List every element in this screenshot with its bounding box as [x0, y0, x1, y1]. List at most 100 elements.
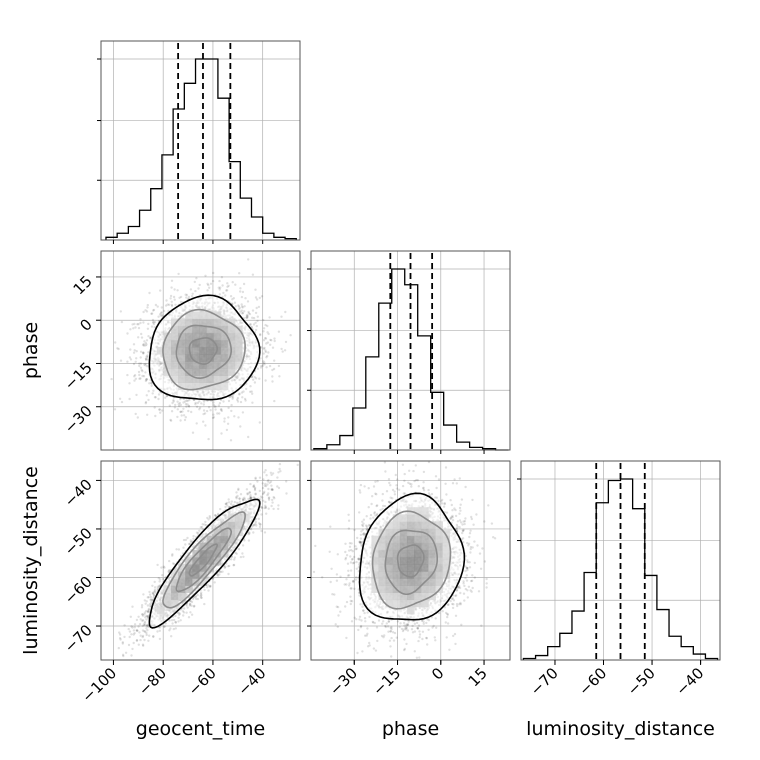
scatter-point [126, 360, 129, 363]
scatter-point [241, 544, 245, 547]
scatter-point [260, 364, 263, 368]
scatter-point [130, 625, 133, 628]
scatter-point [206, 282, 209, 285]
scatter-point [256, 319, 259, 323]
data-layer [105, 43, 719, 660]
scatter-point [147, 322, 150, 326]
scatter-point [147, 351, 150, 354]
scatter-point [174, 614, 177, 618]
scatter-point [264, 323, 267, 327]
scatter-point [158, 408, 161, 411]
scatter-point [150, 382, 153, 385]
scatter-point [133, 379, 136, 382]
scatter-point [119, 359, 123, 362]
scatter-point [144, 379, 148, 383]
scatter-point [183, 400, 187, 403]
scatter-point [193, 280, 196, 284]
scatter-point [278, 375, 281, 378]
scatter-point [213, 405, 216, 408]
scatter-point [182, 401, 185, 404]
scatter-point [179, 398, 182, 401]
scatter-point [280, 315, 283, 318]
scatter-point [251, 392, 254, 395]
scatter-point [265, 366, 268, 369]
scatter-point [263, 346, 266, 350]
scatter-point [140, 368, 143, 372]
scatter-point [133, 626, 136, 629]
scatter-point [150, 381, 153, 385]
scatter-point [150, 384, 153, 387]
scatter-point [120, 320, 124, 324]
scatter-point [140, 332, 143, 336]
scatter-point [129, 328, 132, 331]
scatter-point [201, 523, 204, 526]
scatter-point [145, 378, 148, 381]
scatter-point [188, 602, 192, 605]
scatter-point [168, 404, 171, 407]
scatter-point [144, 309, 147, 312]
scatter-point [190, 410, 193, 414]
scatter-point [150, 325, 154, 328]
scatter-point [238, 392, 241, 395]
scatter-point [164, 304, 168, 307]
scatter-point [139, 362, 143, 365]
scatter-point [141, 370, 144, 373]
scatter-point [236, 396, 240, 400]
scatter-point [138, 377, 141, 380]
scatter-point [160, 306, 163, 309]
scatter-point [185, 405, 188, 408]
scatter-point [239, 400, 243, 404]
scatter-point [277, 486, 281, 490]
scatter-point [134, 377, 138, 380]
scatter-point [119, 310, 123, 313]
scatter-point [170, 635, 173, 638]
scatter-point [258, 377, 261, 380]
scatter-point [269, 343, 272, 346]
scatter-point [135, 357, 138, 360]
scatter-point [183, 607, 186, 610]
scatter-point [214, 405, 217, 408]
scatter-point [128, 356, 132, 359]
scatter-point [255, 306, 258, 310]
scatter-point [238, 393, 241, 396]
scatter-point [267, 351, 270, 354]
scatter-point [238, 308, 241, 311]
scatter-point [227, 406, 230, 410]
scatter-point [219, 286, 222, 289]
scatter-point [144, 400, 148, 404]
scatter-point [239, 425, 242, 428]
scatter-point [263, 363, 266, 366]
scatter-point [257, 517, 260, 520]
scatter-point [251, 316, 254, 319]
scatter-point [207, 283, 210, 287]
scatter-point [198, 283, 201, 287]
scatter-point [217, 286, 220, 289]
scatter-point [135, 618, 139, 622]
histogram-phase [313, 268, 509, 451]
scatter-point [206, 289, 209, 292]
scatter-point [170, 304, 174, 308]
scatter-point [228, 395, 231, 399]
scatter-point [176, 408, 179, 411]
scatter-point [259, 333, 262, 337]
scatter-point [227, 416, 230, 419]
scatter-point [196, 401, 199, 405]
scatter-point [172, 400, 175, 403]
scatter-point [265, 356, 268, 359]
scatter-point [222, 291, 225, 295]
scatter-point [132, 351, 136, 354]
scatter-point [273, 359, 276, 362]
scatter-point [196, 597, 200, 601]
scatter-point [243, 397, 247, 401]
scatter-point [138, 362, 141, 365]
scatter-point [160, 566, 163, 569]
scatter-point [144, 364, 147, 367]
scatter-point [284, 340, 288, 344]
scatter-point [184, 293, 187, 296]
scatter-point [212, 271, 215, 275]
scatter-point [227, 284, 230, 287]
scatter-point [264, 482, 267, 486]
scatter-point [135, 393, 138, 397]
scatter-point [177, 548, 181, 551]
